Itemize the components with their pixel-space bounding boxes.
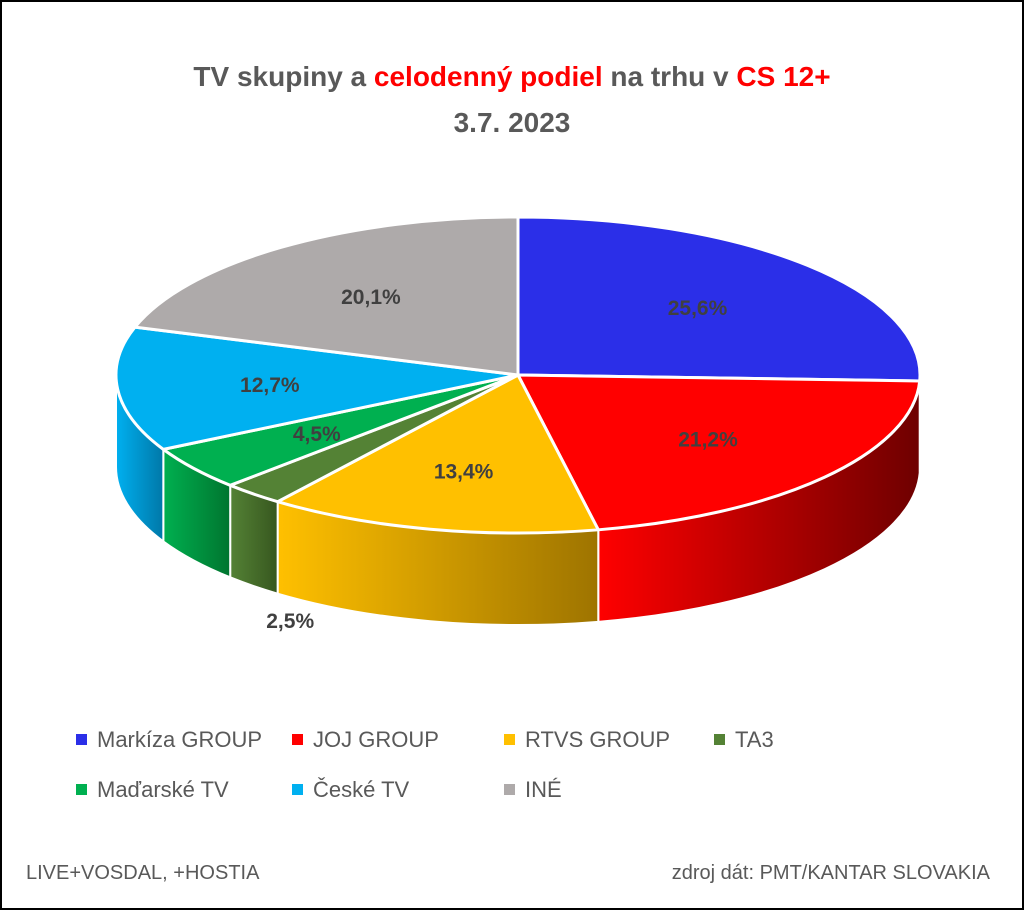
pie-label-markiza-group: 25,6% xyxy=(668,297,728,320)
legend-label: JOJ GROUP xyxy=(313,727,439,752)
legend-swatch xyxy=(504,784,515,795)
legend-label: RTVS GROUP xyxy=(525,727,671,752)
pie-slice-joj-group xyxy=(516,373,922,532)
pie-label-ta3: 2,5% xyxy=(266,610,314,633)
pie-slices xyxy=(114,215,922,535)
pie-slice-rtvs-group xyxy=(276,373,600,535)
pie-side-ta3 xyxy=(229,483,279,595)
pie-label-madarske-tv: 4,5% xyxy=(293,423,341,446)
footer-source: zdroj dát: PMT/KANTAR SLOVAKIA xyxy=(671,862,990,884)
legend-swatch xyxy=(714,734,725,745)
legend-label: České TV xyxy=(313,777,410,802)
title-part-3: na trhu v xyxy=(602,61,737,92)
legend-swatch xyxy=(76,734,87,745)
title-line-1: TV skupiny a celodenný podiel na trhu v … xyxy=(2,54,1022,100)
title-part-1: TV skupiny a xyxy=(193,61,374,92)
title-line-2: 3.7. 2023 xyxy=(453,107,571,138)
title-part-2: celodenný podiel xyxy=(373,61,603,92)
legend-label: INÉ xyxy=(525,777,562,802)
pie-slice-ine xyxy=(133,215,520,377)
legend-label: Markíza GROUP xyxy=(97,727,263,752)
pie-data-labels: 25,6% 21,2% 13,4% 2,5% 4,5% 12,7% 20,1% xyxy=(240,286,738,633)
pie-label-ceske-tv: 12,7% xyxy=(240,374,300,397)
legend-swatch xyxy=(504,734,515,745)
footer-note: LIVE+VOSDAL, +HOSTIA xyxy=(26,862,260,884)
pie-slice-markiza-group xyxy=(516,215,922,383)
pie-label-joj-group: 21,2% xyxy=(678,428,738,451)
legend-swatch xyxy=(76,784,87,795)
legend-swatch xyxy=(292,734,303,745)
pie-label-ine: 20,1% xyxy=(341,286,401,309)
pie-label-rtvs-group: 13,4% xyxy=(434,461,494,484)
legend-swatch xyxy=(292,784,303,795)
title-part-4: CS 12+ xyxy=(736,61,831,92)
pie-slice-ceske-tv xyxy=(114,325,520,451)
legend-label: Maďarské TV xyxy=(97,777,229,802)
legend-label: TA3 xyxy=(735,727,774,752)
chart-title: TV skupiny a celodenný podiel na trhu v … xyxy=(2,54,1022,146)
